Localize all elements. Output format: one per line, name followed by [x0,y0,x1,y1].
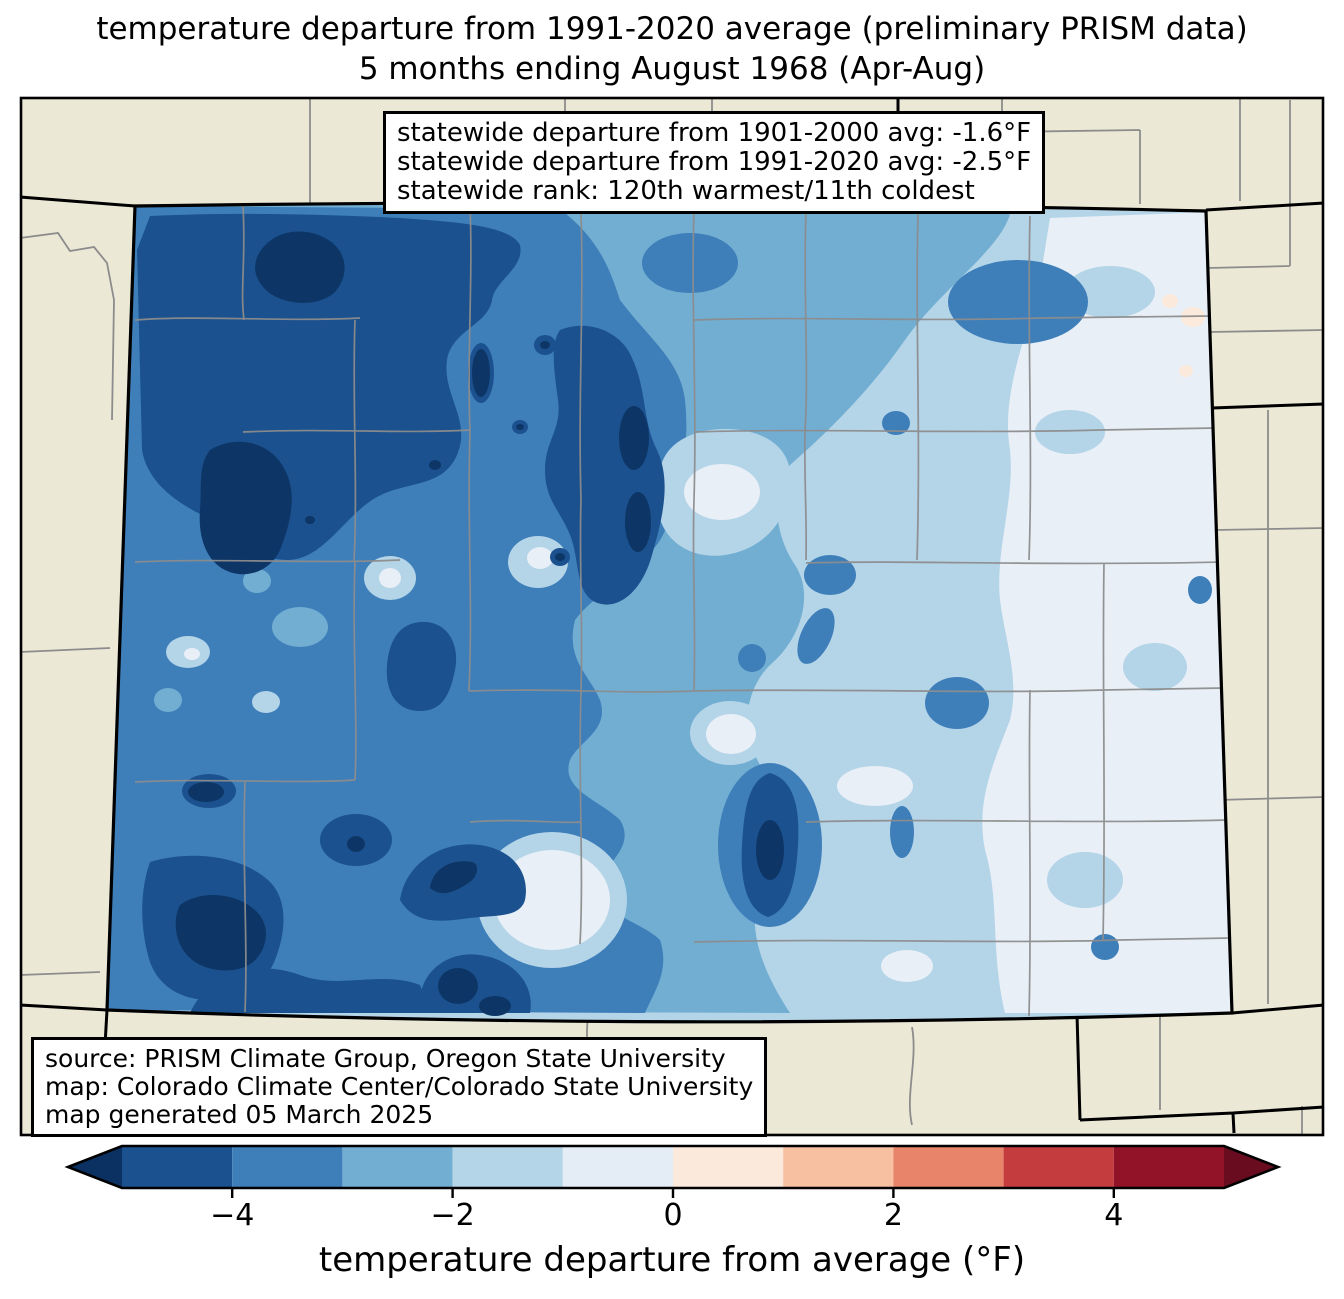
colorbar-segment [673,1146,784,1188]
colorbar [68,1146,1278,1188]
colorbar-tick-label: 4 [1104,1198,1124,1233]
colorbar-extend-arrow [68,1146,122,1188]
colorbar-axis-label: temperature departure from average (°F) [318,1240,1026,1280]
colorbar-tick-label: −4 [210,1198,255,1233]
colorbar-outline [64,1144,1282,1190]
credits-line-3: map generated 05 March 2025 [45,1100,434,1129]
colorbar-segment [122,1146,233,1188]
colorbar-segment [1003,1146,1114,1188]
colorado-contour-fills [107,202,1232,1022]
colorbar-tick-label: −2 [430,1198,475,1233]
colorbar-tick-label: 0 [663,1198,683,1233]
colorbar-tick-marks [230,1188,1116,1198]
stats-box: statewide departure from 1901-2000 avg: … [383,111,1046,214]
credits-box: source: PRISM Climate Group, Oregon Stat… [31,1037,768,1137]
colorado-county-lines [134,205,1231,1017]
colorbar-segment [1113,1146,1224,1188]
colorbar-tick-label: 2 [883,1198,903,1233]
stats-line-2: statewide departure from 1991-2020 avg: … [397,147,1032,177]
colorbar-segment [783,1146,894,1188]
credits-line-2: map: Colorado Climate Center/Colorado St… [45,1072,754,1101]
colorbar-segment [893,1146,1004,1188]
colorbar-extend-arrow [1224,1146,1278,1188]
colorbar-segment [232,1146,343,1188]
colorbar-segment [342,1146,453,1188]
credits-line-1: source: PRISM Climate Group, Oregon Stat… [45,1044,726,1073]
map-title-line1: temperature departure from 1991-2020 ave… [96,11,1248,47]
colorbar-segment [562,1146,673,1188]
map-title-line2: 5 months ending August 1968 (Apr-Aug) [358,51,986,87]
stats-line-1: statewide departure from 1901-2000 avg: … [397,118,1032,148]
stats-line-3: statewide rank: 120th warmest/11th colde… [397,176,975,206]
colorbar-segment [452,1146,563,1188]
